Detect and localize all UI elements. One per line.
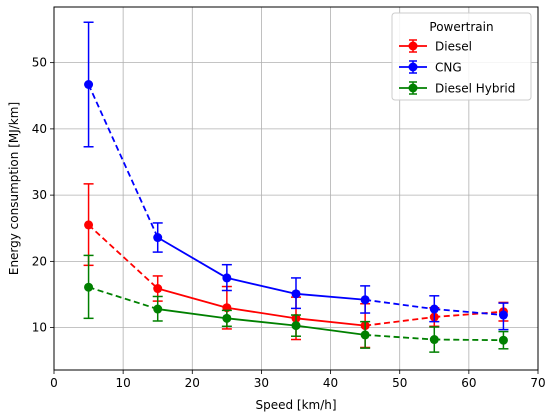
series-line-segment (365, 333, 435, 341)
legend-title: Powertrain (429, 20, 493, 34)
legend-entry: Diesel Hybrid (399, 81, 515, 96)
y-tick-label: 10 (32, 321, 47, 335)
series-cng (83, 21, 509, 331)
y-axis-label: Energy consumption [MJ/km] (7, 102, 21, 275)
data-point (84, 80, 94, 90)
series-line-segment (88, 286, 158, 310)
series-line-segment (87, 224, 159, 290)
series-line-segment (434, 338, 504, 342)
series-line-segment (157, 287, 228, 309)
data-point (429, 304, 439, 314)
series-line-segment (434, 310, 504, 318)
data-point (498, 310, 508, 320)
x-axis-label: Speed [km/h] (255, 398, 336, 412)
legend-entry-label: Diesel (435, 40, 472, 54)
series-line-segment (226, 306, 297, 320)
y-tick-label: 50 (32, 56, 47, 70)
series-diesel-hybrid (83, 254, 509, 353)
legend-entry-label: CNG (435, 61, 462, 75)
data-point (498, 335, 508, 345)
series-line-segment (295, 292, 366, 301)
legend: Powertrain Diesel CNG Diesel Hybrid (391, 12, 532, 101)
series-line-segment (295, 324, 366, 336)
y-tick-label: 30 (32, 188, 47, 202)
legend-entry: Diesel (399, 39, 472, 54)
x-tick-label: 20 (185, 376, 200, 390)
data-point (153, 304, 163, 314)
series-line-segment (157, 308, 227, 320)
data-point (222, 273, 232, 283)
x-tick-label: 10 (116, 376, 131, 390)
x-tick-label: 50 (392, 376, 407, 390)
data-point (291, 289, 301, 299)
data-point (84, 220, 94, 230)
series-line-segment (295, 317, 366, 327)
legend-box (391, 12, 532, 101)
data-point (291, 321, 301, 331)
data-point (429, 335, 439, 345)
y-tick-label: 40 (32, 122, 47, 136)
x-tick-label: 60 (461, 376, 476, 390)
x-tick-label: 0 (50, 376, 58, 390)
y-tick-label: 20 (32, 254, 47, 268)
series-line-segment (434, 308, 504, 316)
legend-swatch-marker (408, 41, 418, 51)
series-line-segment (157, 236, 228, 279)
series-line-segment (226, 317, 297, 327)
data-point (153, 233, 163, 243)
legend-entry: CNG (399, 60, 462, 75)
legend-entries: Diesel CNG Diesel Hybrid (399, 39, 515, 96)
data-point (360, 295, 370, 305)
x-tick-label: 70 (530, 376, 545, 390)
data-point (360, 330, 370, 340)
plot-frame (53, 6, 539, 371)
legend-swatch-marker (408, 83, 418, 93)
x-tick-label: 30 (254, 376, 269, 390)
x-tick-label: 40 (323, 376, 338, 390)
plot-series (83, 21, 509, 353)
series-line-segment (226, 277, 297, 295)
data-point (222, 313, 232, 323)
data-point (84, 282, 94, 292)
series-line-segment (365, 316, 435, 327)
legend-swatch-marker (408, 62, 418, 72)
series-line-segment (365, 298, 435, 310)
data-point (153, 284, 163, 294)
legend-entry-label: Diesel Hybrid (435, 82, 515, 96)
axis-ticks: 0 10 20 30 40 50 60 70 10 20 30 40 50 (32, 56, 546, 390)
